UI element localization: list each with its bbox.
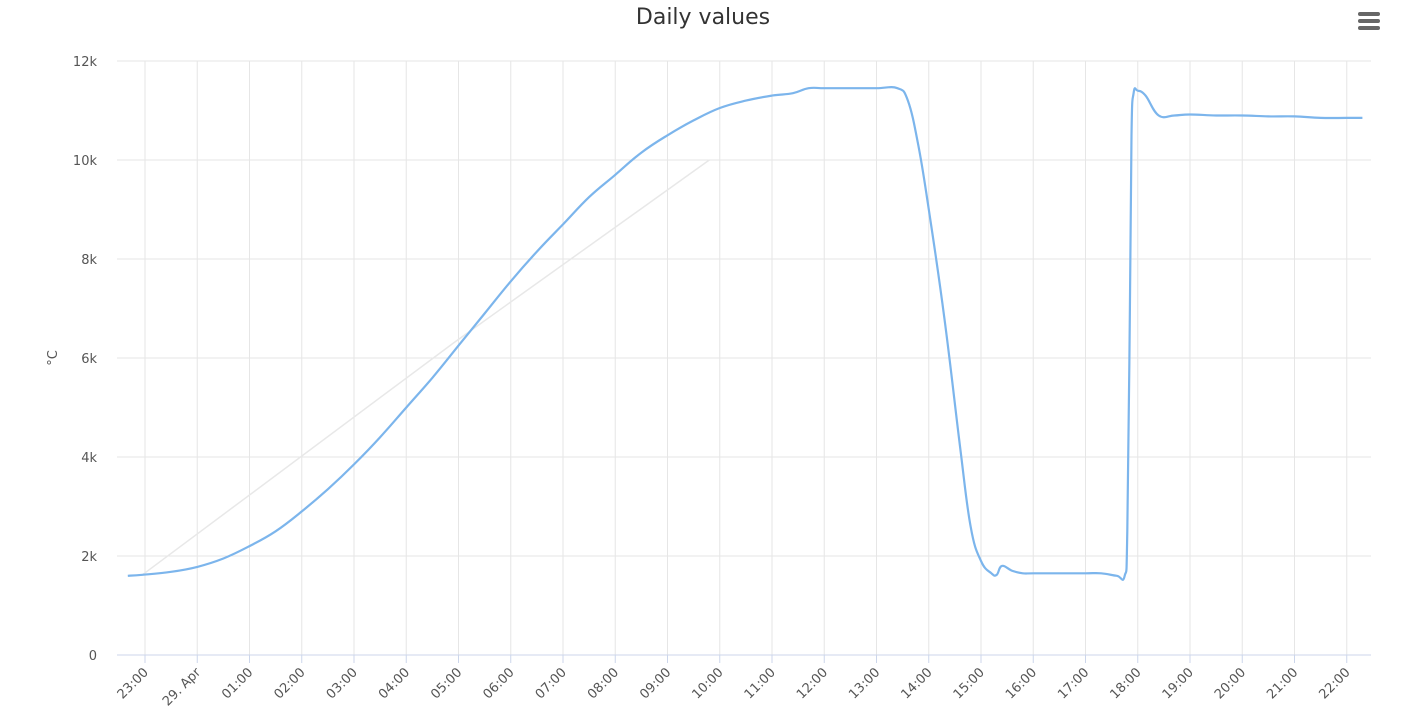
x-tick-label: 21:00	[1264, 665, 1301, 702]
x-tick-label: 29. Apr	[160, 665, 205, 710]
x-tick-label: 12:00	[794, 665, 831, 702]
x-tick-label: 15:00	[951, 665, 988, 702]
y-tick-label: 8k	[81, 253, 97, 268]
y-tick-label: 12k	[73, 55, 98, 70]
x-tick-label: 23:00	[115, 665, 152, 702]
series-line-group	[127, 86, 1363, 581]
ghost-series-line	[141, 159, 710, 576]
x-tick-label: 06:00	[480, 665, 517, 702]
x-tick-label: 14:00	[898, 665, 935, 702]
y-axis-label: °C	[46, 350, 61, 366]
menu-bar	[1358, 19, 1380, 23]
axes: 0 2k 4k 6k 8k 10k 12k 23:00 29. Apr 01:00 02:00 03:…	[73, 55, 1371, 709]
x-tick-label: 16:00	[1003, 665, 1040, 702]
navigator-ghost-line	[141, 159, 710, 576]
x-tick-label: 17:00	[1055, 665, 1092, 702]
y-tick-label: 0	[89, 649, 97, 664]
menu-bar	[1358, 26, 1380, 30]
y-tick-label: 4k	[81, 451, 97, 466]
x-tick-label: 09:00	[637, 665, 674, 702]
x-tick-label: 22:00	[1316, 665, 1353, 702]
menu-bar	[1358, 12, 1380, 16]
y-tick-label: 2k	[81, 550, 97, 565]
x-tick-label: 01:00	[219, 665, 256, 702]
x-tick-label: 08:00	[585, 665, 622, 702]
y-tick-label: 10k	[73, 154, 98, 169]
x-tick-label: 02:00	[271, 665, 308, 702]
x-tick-label: 11:00	[742, 665, 779, 702]
x-tick-label: 05:00	[428, 665, 465, 702]
y-tick-label: 6k	[81, 352, 97, 367]
x-tick-label: 18:00	[1107, 665, 1144, 702]
series-line[interactable]	[127, 86, 1363, 581]
grid-lines	[117, 60, 1371, 655]
x-tick-label: 07:00	[533, 665, 570, 702]
x-tick-label: 04:00	[376, 665, 413, 702]
x-tick-label: 20:00	[1212, 665, 1249, 702]
x-tick-label: 19:00	[1160, 665, 1197, 702]
x-tick-label: 03:00	[324, 665, 361, 702]
x-tick-label: 10:00	[689, 665, 726, 702]
x-tick-label: 13:00	[846, 665, 883, 702]
chart-title: Daily values	[636, 5, 770, 30]
hamburger-menu-icon[interactable]	[1358, 12, 1380, 32]
